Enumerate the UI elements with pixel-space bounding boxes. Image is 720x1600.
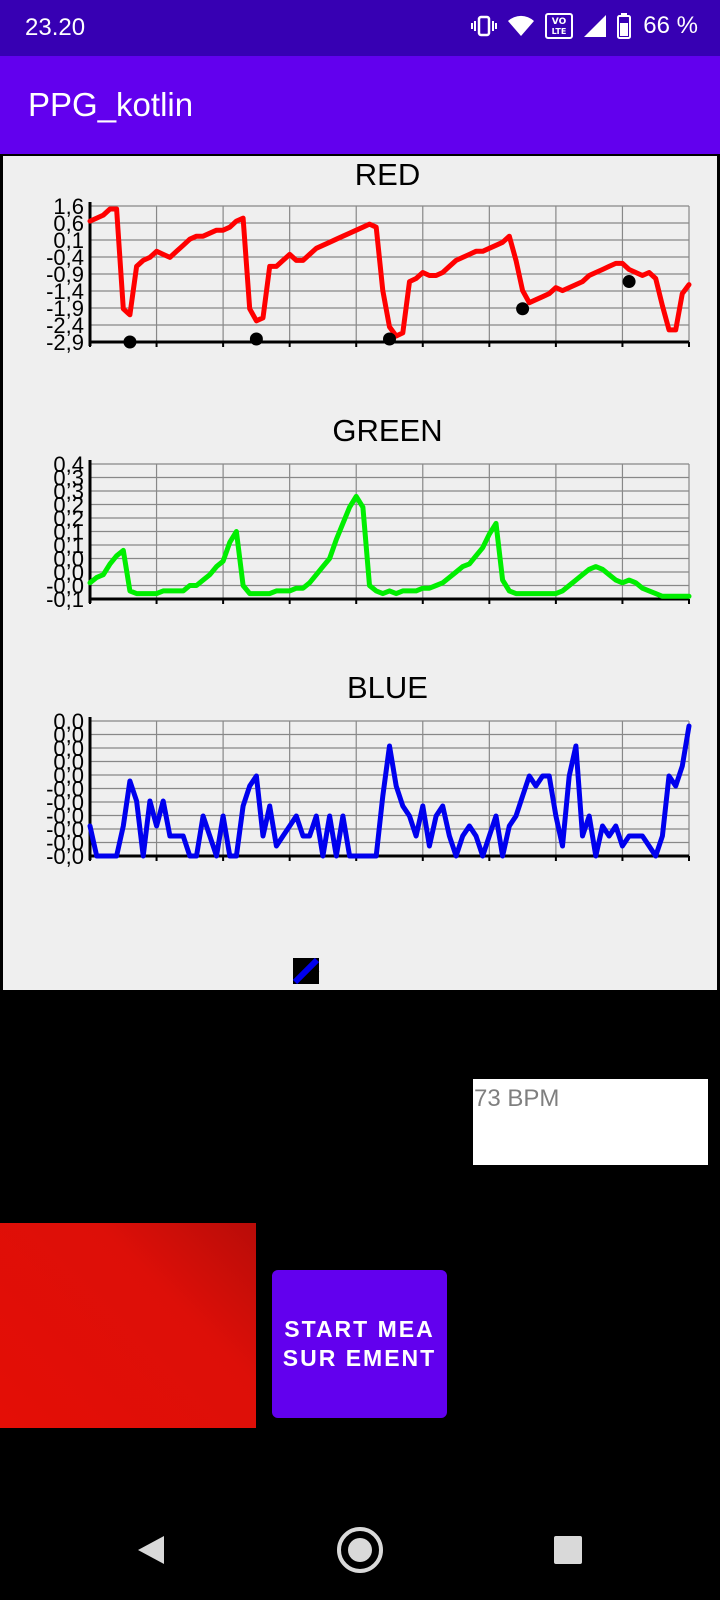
status-time: 23.20 [25,14,85,42]
legend: <3 [293,958,320,980]
recents-icon [553,1535,583,1565]
home-icon [335,1525,385,1575]
legend-swatch [293,958,319,984]
home-button[interactable] [310,1500,410,1600]
red-peak-marker [623,275,636,288]
app-title: PPG_kotlin [28,86,193,124]
bpm-display: 73 BPM [473,1079,708,1165]
volte-icon: VO LTE [545,13,573,39]
svg-text:VO: VO [552,17,567,27]
app-bar: PPG_kotlin [0,56,720,154]
status-bar: 23.20 VO LTE 66 % [0,0,720,56]
red-y-tick: -2,9 [46,330,84,355]
green-series-line [90,496,689,596]
blue-chart-title: BLUE [347,670,428,705]
cell-signal-icon [583,14,607,38]
red-peak-marker [516,302,529,315]
green-chart-title: GREEN [332,413,442,448]
status-icons: VO LTE 66 % [471,12,698,40]
green-y-tick: -0,1 [46,587,84,612]
battery-percent: 66 % [643,12,698,40]
red-peak-marker [383,332,396,345]
back-icon [136,1534,166,1566]
svg-text:LTE: LTE [552,27,567,36]
nav-bar [0,1500,720,1600]
battery-icon [617,13,631,39]
blue-y-tick: -0,0 [46,844,84,869]
camera-preview [0,1223,256,1428]
chart-panel: RED 1,6 0,6 0,1 -0,4 -0,9 -1,4 -1,9 -2,4 -2,9 GREE… [1,154,719,992]
red-peak-marker [250,332,263,345]
red-series-line [90,209,689,336]
charts-svg: RED1,60,60,1-0,4-0,9-1,4-1,9-2,4-2,9GREE… [3,156,717,990]
recents-button[interactable] [518,1500,618,1600]
wifi-icon [507,14,535,38]
vibrate-icon [471,13,497,39]
red-chart-title: RED [355,157,420,192]
back-button[interactable] [101,1500,201,1600]
bpm-text: 73 BPM [474,1085,559,1113]
start-measurement-button[interactable]: START MEASUR EMENT [272,1270,447,1418]
blue-series-line [90,726,689,856]
red-peak-marker [123,336,136,349]
